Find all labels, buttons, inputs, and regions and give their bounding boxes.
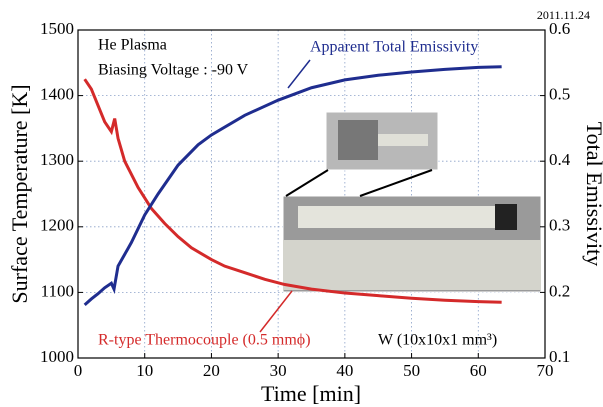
annotation: Apparent Total Emissivity [310, 39, 478, 56]
x-tick-label: 20 [203, 361, 220, 380]
y2-tick-label: 0.6 [549, 19, 570, 38]
y-tick-label: 1200 [40, 216, 74, 235]
x-axis-label: Time [min] [261, 381, 361, 406]
y2-tick-label: 0.2 [549, 281, 570, 300]
data-line [83, 78, 502, 304]
annotation-arrow [287, 59, 311, 89]
y2-tick-label: 0.5 [549, 85, 570, 104]
y2-tick-label: 0.4 [549, 150, 571, 169]
x-tick-label: 10 [136, 361, 153, 380]
date: 2011.11.24 [537, 8, 590, 22]
annotation: R-type Thermocouple (0.5 mmϕ) [98, 332, 311, 349]
y-axis-label: Surface Temperature [K] [7, 84, 32, 303]
y2-tick-label: 0.3 [549, 216, 570, 235]
annotation: He Plasma [98, 37, 167, 54]
x-tick-label: 50 [403, 361, 420, 380]
x-tick-label: 70 [537, 361, 554, 380]
y-tick-label: 1100 [41, 281, 74, 300]
y-tick-label: 1000 [40, 347, 74, 366]
plot-frame [77, 29, 546, 359]
y-tick-label: 1300 [40, 150, 74, 169]
annotation-arrow [259, 290, 293, 333]
x-tick-label: 60 [470, 361, 487, 380]
y2-axis-label: Total Emissivity [582, 122, 603, 267]
x-tick-label: 40 [336, 361, 353, 380]
y-tick-label: 1400 [40, 85, 74, 104]
annotation: Biasing Voltage : -90 V [98, 62, 249, 79]
data-line [83, 65, 502, 306]
y-tick-label: 1500 [40, 19, 74, 38]
x-tick-label: 30 [270, 361, 287, 380]
annotation: W (10x10x1 mm³) [378, 332, 497, 349]
y2-tick-label: 0.1 [549, 347, 570, 366]
x-tick-label: 0 [74, 361, 83, 380]
photo-inset [282, 111, 542, 293]
